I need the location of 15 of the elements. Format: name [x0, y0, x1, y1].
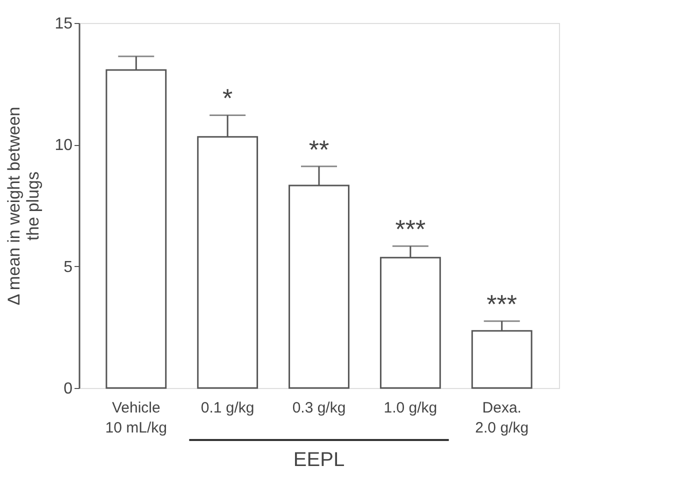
annotation: ***	[486, 289, 518, 320]
y-axis-title: Δ mean in weight between the plugs	[4, 106, 43, 306]
text: EEPL	[293, 449, 345, 471]
y-tick-label: 10	[54, 137, 73, 154]
y-tick-label: 5	[64, 258, 73, 276]
annotation: *	[222, 83, 233, 114]
annotation: ***	[395, 214, 426, 244]
x-tick-label: Dexa. 2.0 g/kg	[475, 400, 529, 436]
x-tick-label: 0.3 g/kg	[292, 400, 346, 416]
x-tick-label: Vehicle 10 mL/kg	[105, 400, 167, 436]
annotation: **	[308, 134, 330, 164]
x-tick-label: 0.1 g/kg	[200, 400, 254, 416]
y-tick-label: 15	[54, 16, 73, 32]
x-tick-label: 1.0 g/kg	[384, 400, 438, 416]
y-tick-label: 0	[64, 380, 73, 398]
